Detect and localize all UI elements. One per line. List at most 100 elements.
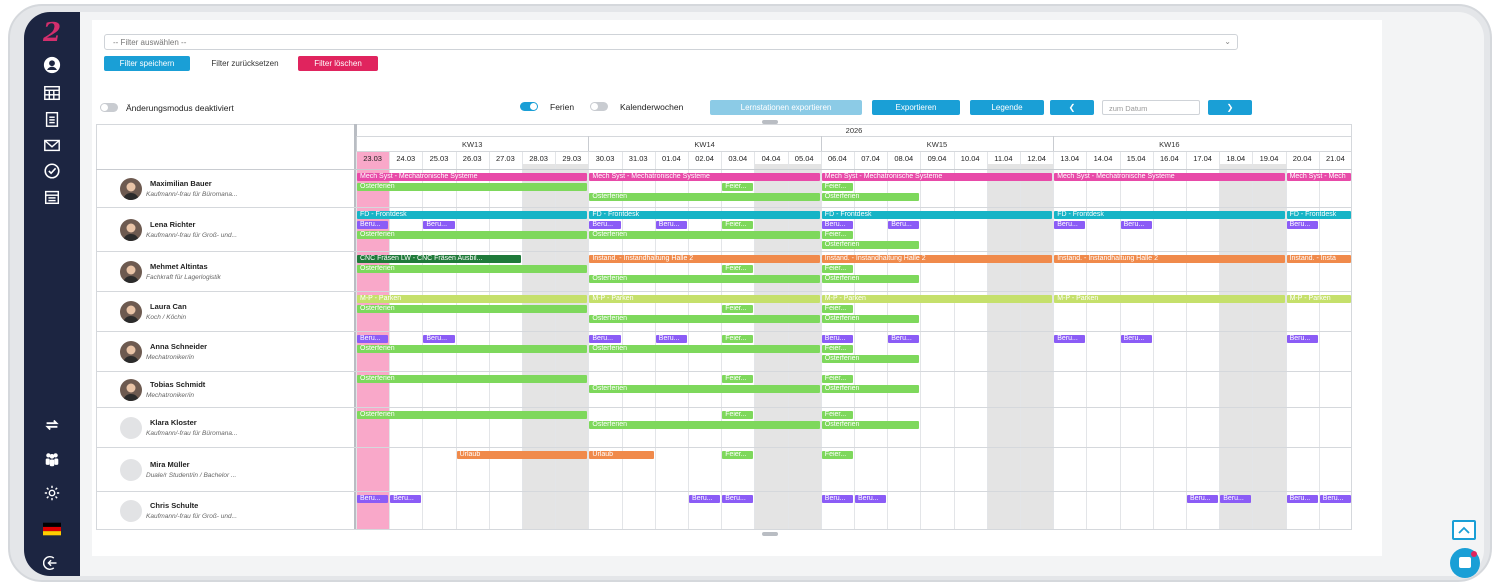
event-bar[interactable]: Feier... xyxy=(722,305,754,313)
event-bar[interactable]: M-P - Parken xyxy=(1054,295,1285,303)
event-bar[interactable]: Osterferien xyxy=(589,231,820,239)
event-bar[interactable]: Beru... xyxy=(589,221,621,229)
event-bar[interactable]: Beru... xyxy=(1187,495,1219,503)
person-name[interactable]: Laura Can xyxy=(150,302,187,311)
user-icon[interactable] xyxy=(24,54,80,76)
event-bar[interactable]: Beru... xyxy=(821,495,853,503)
event-bar[interactable]: Osterferien xyxy=(821,315,920,323)
event-bar[interactable]: Beru... xyxy=(390,495,422,503)
event-bar[interactable]: Osterferien xyxy=(357,411,588,419)
event-bar[interactable]: Osterferien xyxy=(589,421,820,429)
event-bar[interactable]: Beru... xyxy=(821,221,853,229)
event-bar[interactable]: FD - Frontdesk xyxy=(1286,211,1351,219)
event-bar[interactable]: Osterferien xyxy=(589,345,820,353)
event-bar[interactable]: Instand. - Instandhaltung Halle 2 xyxy=(589,255,820,263)
event-bar[interactable]: Beru... xyxy=(722,495,754,503)
event-bar[interactable]: Beru... xyxy=(888,335,920,343)
event-bar[interactable]: Urlaub xyxy=(456,451,588,459)
event-bar[interactable]: Osterferien xyxy=(821,421,920,429)
event-bar[interactable]: Feier... xyxy=(821,375,853,383)
event-bar[interactable]: Beru... xyxy=(1286,221,1318,229)
legend-button[interactable]: Legende xyxy=(970,100,1044,115)
event-bar[interactable]: Osterferien xyxy=(589,275,820,283)
event-bar[interactable]: Urlaub xyxy=(589,451,654,459)
event-bar[interactable]: Beru... xyxy=(357,221,389,229)
event-bar[interactable]: Beru... xyxy=(589,335,621,343)
event-bar[interactable]: Beru... xyxy=(1319,495,1351,503)
event-bar[interactable]: Mech Syst - Mechatronische Systeme xyxy=(589,173,820,181)
export-stations-button[interactable]: Lernstationen exportieren xyxy=(710,100,862,115)
event-bar[interactable]: Beru... xyxy=(357,335,389,343)
event-bar[interactable]: Osterferien xyxy=(821,241,920,249)
resize-handle-bottom[interactable] xyxy=(762,532,778,536)
event-bar[interactable]: Beru... xyxy=(1054,335,1086,343)
event-bar[interactable]: FD - Frontdesk xyxy=(589,211,820,219)
event-bar[interactable]: Beru... xyxy=(423,335,455,343)
person-name[interactable]: Tobias Schmidt xyxy=(150,380,206,389)
event-bar[interactable]: Beru... xyxy=(1054,221,1086,229)
event-bar[interactable]: Feier... xyxy=(722,451,754,459)
event-bar[interactable]: Instand. - Insta xyxy=(1286,255,1351,263)
check-circle-icon[interactable] xyxy=(24,160,80,182)
event-bar[interactable]: Osterferien xyxy=(357,305,588,313)
event-bar[interactable]: Beru... xyxy=(423,221,455,229)
event-bar[interactable]: Beru... xyxy=(357,495,389,503)
export-button[interactable]: Exportieren xyxy=(872,100,960,115)
event-bar[interactable]: Beru... xyxy=(821,335,853,343)
event-bar[interactable]: Feier... xyxy=(821,345,853,353)
event-bar[interactable]: Feier... xyxy=(821,451,853,459)
change-mode-toggle[interactable] xyxy=(100,103,118,112)
event-bar[interactable]: Osterferien xyxy=(357,345,588,353)
person-name[interactable]: Lena Richter xyxy=(150,220,196,229)
filter-select[interactable]: -- Filter auswählen -- ⌄ xyxy=(104,34,1238,50)
resize-handle-top[interactable] xyxy=(762,120,778,124)
event-bar[interactable]: Feier... xyxy=(722,411,754,419)
prev-button[interactable]: ❮ xyxy=(1050,100,1094,115)
person-name[interactable]: Mehmet Altintas xyxy=(150,262,208,271)
swap-icon[interactable] xyxy=(24,414,80,436)
scroll-top-icon[interactable] xyxy=(1452,520,1476,540)
event-bar[interactable]: Beru... xyxy=(1120,221,1152,229)
event-bar[interactable]: Feier... xyxy=(722,265,754,273)
delete-filter-button[interactable]: Filter löschen xyxy=(298,56,378,71)
event-bar[interactable]: Beru... xyxy=(1120,335,1152,343)
reset-filter-button[interactable]: Filter zurücksetzen xyxy=(211,59,279,68)
event-bar[interactable]: Osterferien xyxy=(821,355,920,363)
event-bar[interactable]: Osterferien xyxy=(357,183,588,191)
event-bar[interactable]: Instand. - Instandhaltung Halle 2 xyxy=(1054,255,1285,263)
event-bar[interactable]: Beru... xyxy=(855,495,887,503)
flag-de-icon[interactable] xyxy=(24,518,80,540)
event-bar[interactable]: Mech Syst - Mechatronische Systeme xyxy=(1054,173,1285,181)
event-bar[interactable]: FD - Frontdesk xyxy=(1054,211,1285,219)
event-bar[interactable]: Beru... xyxy=(689,495,721,503)
event-bar[interactable]: M-P - Parken xyxy=(821,295,1053,303)
event-bar[interactable]: M-P - Parken xyxy=(1286,295,1351,303)
kalenderwochen-toggle[interactable] xyxy=(590,102,608,111)
event-bar[interactable]: Feier... xyxy=(821,411,853,419)
event-bar[interactable]: Feier... xyxy=(821,265,853,273)
next-button[interactable]: ❯ xyxy=(1208,100,1252,115)
save-filter-button[interactable]: Filter speichern xyxy=(104,56,190,71)
logout-icon[interactable] xyxy=(24,552,80,574)
ferien-toggle[interactable] xyxy=(520,102,538,111)
event-bar[interactable]: CNC Fräsen LW - CNC Fräsen Ausbil... xyxy=(357,255,521,263)
event-bar[interactable]: Feier... xyxy=(821,305,853,313)
event-bar[interactable]: FD - Frontdesk xyxy=(821,211,1053,219)
event-bar[interactable]: Osterferien xyxy=(589,385,820,393)
calendar-grid-icon[interactable] xyxy=(24,82,80,104)
group-icon[interactable] xyxy=(24,448,80,470)
event-bar[interactable]: Osterferien xyxy=(821,275,920,283)
event-bar[interactable]: Mech Syst - Mechatronische Systeme xyxy=(821,173,1053,181)
person-name[interactable]: Mira Müller xyxy=(150,460,190,469)
event-bar[interactable]: Beru... xyxy=(655,221,687,229)
event-bar[interactable]: Mech Syst - Mechatronische Systeme xyxy=(357,173,588,181)
checklist-icon[interactable] xyxy=(24,108,80,130)
event-bar[interactable]: Osterferien xyxy=(821,385,920,393)
event-bar[interactable]: Feier... xyxy=(821,183,853,191)
mail-icon[interactable] xyxy=(24,134,80,156)
calendar-icon[interactable] xyxy=(24,186,80,208)
event-bar[interactable]: Beru... xyxy=(1286,335,1318,343)
event-bar[interactable]: Beru... xyxy=(655,335,687,343)
event-bar[interactable]: Beru... xyxy=(1220,495,1252,503)
event-bar[interactable]: Feier... xyxy=(722,183,754,191)
